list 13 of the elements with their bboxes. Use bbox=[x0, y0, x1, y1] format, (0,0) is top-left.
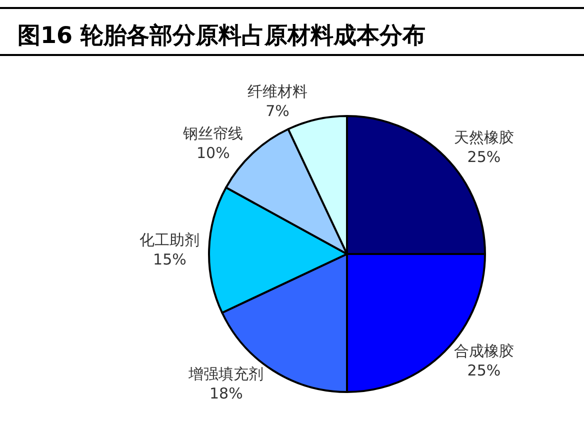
chart-title: 图16 轮胎各部分原料占原材料成本分布 bbox=[18, 23, 426, 50]
slice-label: 天然橡胶 bbox=[454, 128, 514, 146]
data-label: 18% bbox=[210, 384, 243, 403]
slice-label: 化工助剂 bbox=[140, 230, 200, 249]
slice-label: 纤维材料 bbox=[248, 82, 308, 101]
data-label: 25% bbox=[467, 148, 501, 166]
data-label: 15% bbox=[153, 250, 186, 268]
slice-label: 合成橡胶 bbox=[454, 342, 514, 360]
data-label: 25% bbox=[467, 362, 501, 380]
slice-label: 增强填充剂 bbox=[188, 365, 264, 384]
data-label: 7% bbox=[266, 102, 290, 120]
data-label: 10% bbox=[196, 144, 230, 162]
slice-label: 钢丝帘线 bbox=[182, 124, 244, 143]
